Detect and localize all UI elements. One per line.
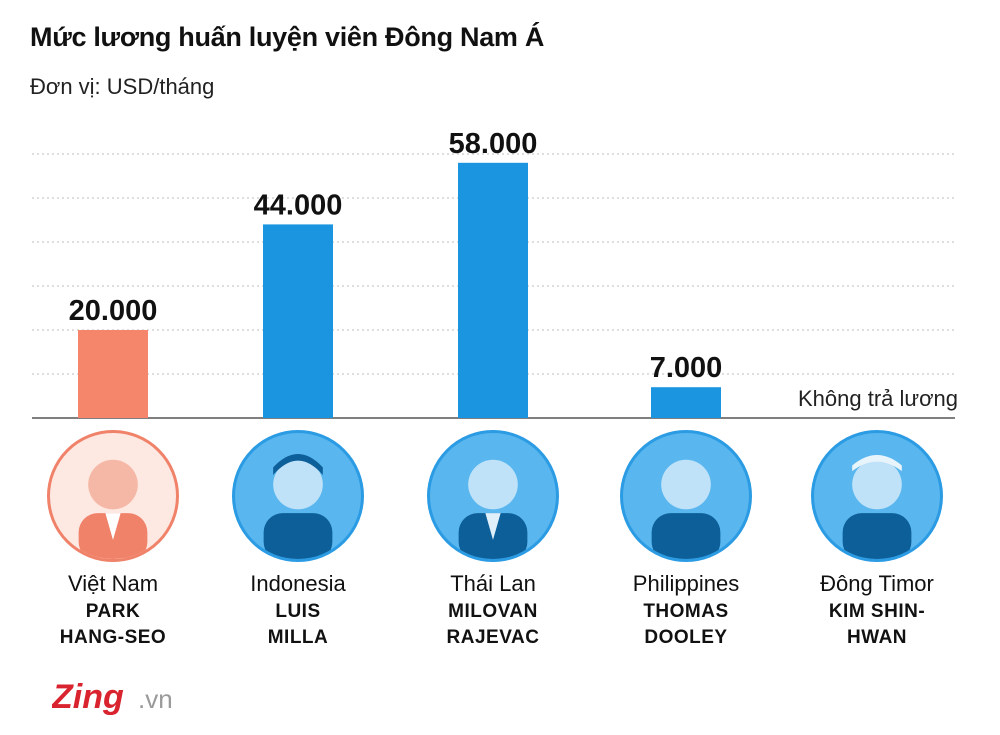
coach-card-vietnam: Việt Nam PARK HANG-SEO	[18, 430, 208, 651]
no-salary-label: Không trả lương	[798, 386, 959, 411]
bar	[263, 224, 333, 418]
coach-portrait-icon	[232, 430, 364, 562]
svg-text:.vn: .vn	[138, 684, 173, 714]
coach-card-timor-leste: Đông Timor KIM SHIN- HWAN	[782, 430, 972, 651]
bar-value-label: 20.000	[69, 295, 158, 327]
coach-name: KIM SHIN- HWAN	[828, 601, 926, 648]
bar-value-label: 44.000	[254, 189, 343, 221]
coach-name: MILOVAN RAJEVAC	[446, 601, 540, 648]
svg-text:Zing: Zing	[52, 678, 124, 716]
bar	[458, 162, 528, 418]
coach-portrait-icon	[620, 430, 752, 562]
country-name: Việt Nam	[67, 571, 159, 596]
zing-logo: Zing .vn	[52, 678, 173, 716]
country-name: Philippines	[632, 571, 740, 596]
coach-name: PARK HANG-SEO	[59, 601, 167, 648]
coach-portrait-icon	[47, 430, 179, 562]
country-name: Thái Lan	[450, 571, 536, 596]
bar	[651, 387, 721, 418]
bar-value-label: 58.000	[449, 128, 538, 160]
country-name: Indonesia	[250, 571, 346, 596]
bar	[78, 330, 148, 418]
coach-portrait-icon	[811, 430, 943, 562]
coach-portrait-icon	[427, 430, 559, 562]
coach-card-thailand: Thái Lan MILOVAN RAJEVAC	[398, 430, 588, 651]
coach-name: LUIS MILLA	[267, 601, 329, 648]
country-name: Đông Timor	[820, 571, 934, 596]
coach-card-indonesia: Indonesia LUIS MILLA	[203, 430, 393, 651]
chart-unit: Đơn vị: USD/tháng	[30, 74, 215, 99]
coach-name: THOMAS DOOLEY	[643, 601, 729, 648]
coach-card-philippines: Philippines THOMAS DOOLEY	[591, 430, 781, 651]
bar-value-label: 7.000	[650, 352, 723, 384]
chart-title: Mức lương huấn luyện viên Đông Nam Á	[30, 22, 545, 52]
